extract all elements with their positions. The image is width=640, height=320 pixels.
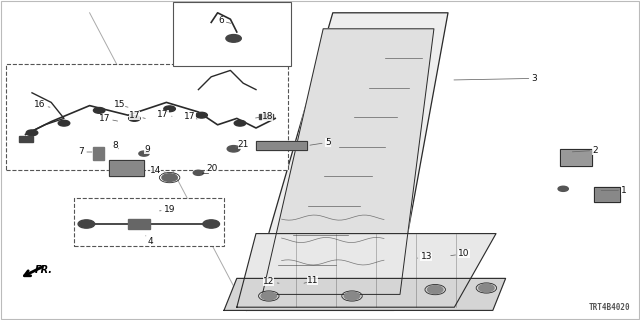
Text: 17: 17 [129,111,145,120]
Bar [256,141,307,150]
Text: 10: 10 [451,249,470,258]
Text: 11: 11 [304,276,318,285]
Circle shape [164,106,175,112]
Text: 1: 1 [601,186,627,195]
Text: 2: 2 [572,146,598,155]
Circle shape [344,292,360,300]
Bar [93,147,104,160]
Polygon shape [237,234,496,307]
Circle shape [234,120,246,126]
Text: 18: 18 [255,112,273,121]
Polygon shape [246,13,448,310]
Circle shape [226,35,241,42]
Text: 17: 17 [184,112,197,121]
Circle shape [162,174,177,181]
Circle shape [139,151,149,156]
Text: 20: 20 [204,164,218,173]
Text: 4: 4 [146,236,153,246]
Text: 13: 13 [417,252,432,261]
Text: 7: 7 [79,148,92,156]
Bar [256,141,307,150]
Text: 3: 3 [454,74,537,83]
Text: 14: 14 [150,166,166,175]
Bar [6,64,288,170]
Text: 19: 19 [159,205,175,214]
Text: 6: 6 [218,16,231,25]
Text: 9: 9 [143,145,150,154]
Circle shape [558,186,568,191]
Bar [109,160,144,176]
Text: FR.: FR. [35,265,53,276]
Bar [19,136,33,142]
Text: 15: 15 [114,100,128,109]
Bar [259,114,273,119]
Text: 17: 17 [157,110,172,119]
Bar [173,2,291,66]
Text: 8: 8 [113,141,118,150]
Bar [560,149,592,166]
Circle shape [193,170,204,175]
Circle shape [203,220,220,228]
Polygon shape [224,278,506,310]
Text: TRT4B4020: TRT4B4020 [589,303,630,312]
Bar [128,219,150,229]
Circle shape [129,116,140,121]
Circle shape [93,108,105,113]
Bar [594,187,620,202]
Text: 12: 12 [263,277,279,286]
Circle shape [196,112,207,118]
Bar [74,198,224,246]
Bar [109,160,144,176]
Circle shape [227,146,240,152]
Text: 5: 5 [310,138,330,147]
Circle shape [428,286,443,293]
Circle shape [78,220,95,228]
Circle shape [58,120,70,126]
Bar [560,149,592,166]
Text: 21: 21 [236,140,249,149]
Circle shape [261,292,276,300]
Circle shape [26,130,38,136]
Text: 16: 16 [34,100,50,109]
Polygon shape [262,29,434,294]
Bar [594,187,620,202]
Circle shape [479,284,494,292]
Text: 17: 17 [99,114,118,123]
